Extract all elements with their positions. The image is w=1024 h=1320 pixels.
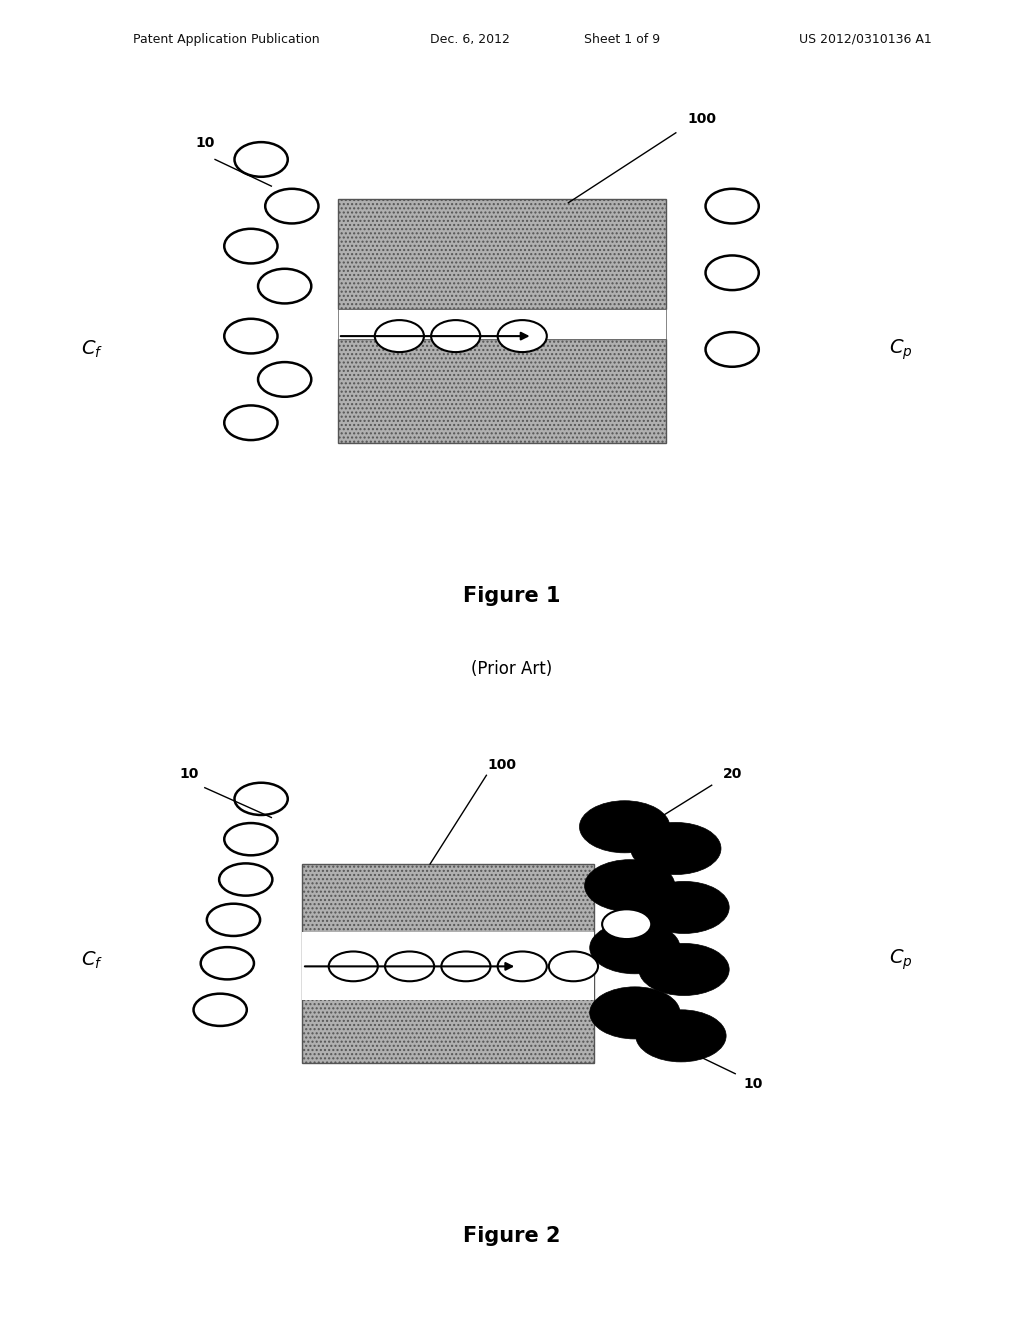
Text: Sheet 1 of 9: Sheet 1 of 9 (584, 33, 659, 46)
Text: $C_f$: $C_f$ (81, 339, 103, 360)
Text: $C_p$: $C_p$ (889, 337, 913, 362)
Text: Dec. 6, 2012: Dec. 6, 2012 (430, 33, 510, 46)
Ellipse shape (590, 987, 680, 1039)
Circle shape (602, 909, 651, 939)
Text: $C_p$: $C_p$ (889, 948, 913, 973)
Ellipse shape (585, 859, 675, 912)
Text: 100: 100 (687, 112, 716, 127)
Text: Patent Application Publication: Patent Application Publication (133, 33, 319, 46)
Circle shape (549, 952, 598, 981)
Text: 20: 20 (723, 767, 741, 781)
Text: Figure 2: Figure 2 (463, 1226, 561, 1246)
Text: Figure 1: Figure 1 (463, 586, 561, 606)
Text: (Prior Art): (Prior Art) (471, 660, 553, 678)
Ellipse shape (636, 1010, 726, 1061)
Circle shape (375, 321, 424, 352)
Circle shape (441, 952, 490, 981)
Ellipse shape (590, 921, 680, 974)
Circle shape (498, 321, 547, 352)
Text: 10: 10 (196, 136, 214, 149)
Bar (338, 199, 666, 309)
Bar (338, 309, 666, 339)
Bar (338, 339, 666, 442)
Circle shape (329, 952, 378, 981)
Circle shape (431, 321, 480, 352)
Ellipse shape (639, 944, 729, 995)
Text: 10: 10 (743, 1077, 762, 1092)
Ellipse shape (580, 801, 670, 853)
Circle shape (385, 952, 434, 981)
Ellipse shape (639, 882, 729, 933)
Ellipse shape (631, 822, 721, 875)
Text: US 2012/0310136 A1: US 2012/0310136 A1 (799, 33, 932, 46)
Text: $C_f$: $C_f$ (81, 949, 103, 970)
Circle shape (498, 952, 547, 981)
Bar (302, 932, 594, 1001)
Text: 100: 100 (487, 758, 516, 772)
Text: 10: 10 (180, 767, 199, 781)
Bar (302, 865, 594, 1063)
